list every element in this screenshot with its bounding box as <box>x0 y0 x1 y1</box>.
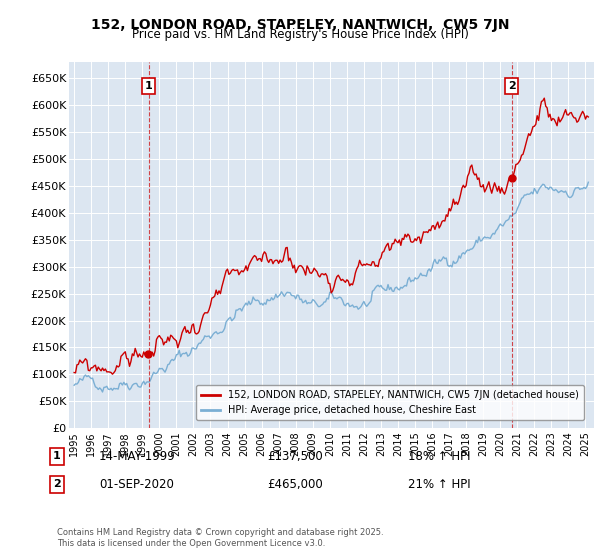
Text: 1: 1 <box>53 451 61 461</box>
Legend: 152, LONDON ROAD, STAPELEY, NANTWICH, CW5 7JN (detached house), HPI: Average pri: 152, LONDON ROAD, STAPELEY, NANTWICH, CW… <box>196 385 584 420</box>
Text: £465,000: £465,000 <box>267 478 323 491</box>
Text: 2: 2 <box>508 81 515 91</box>
Text: Price paid vs. HM Land Registry's House Price Index (HPI): Price paid vs. HM Land Registry's House … <box>131 28 469 41</box>
Text: 01-SEP-2020: 01-SEP-2020 <box>99 478 174 491</box>
Text: Contains HM Land Registry data © Crown copyright and database right 2025.
This d: Contains HM Land Registry data © Crown c… <box>57 528 383 548</box>
Text: 18% ↑ HPI: 18% ↑ HPI <box>408 450 470 463</box>
Text: 21% ↑ HPI: 21% ↑ HPI <box>408 478 470 491</box>
Text: 2: 2 <box>53 479 61 489</box>
Text: 14-MAY-1999: 14-MAY-1999 <box>99 450 176 463</box>
Text: 152, LONDON ROAD, STAPELEY, NANTWICH,  CW5 7JN: 152, LONDON ROAD, STAPELEY, NANTWICH, CW… <box>91 18 509 32</box>
Text: 1: 1 <box>145 81 152 91</box>
Text: £137,500: £137,500 <box>267 450 323 463</box>
